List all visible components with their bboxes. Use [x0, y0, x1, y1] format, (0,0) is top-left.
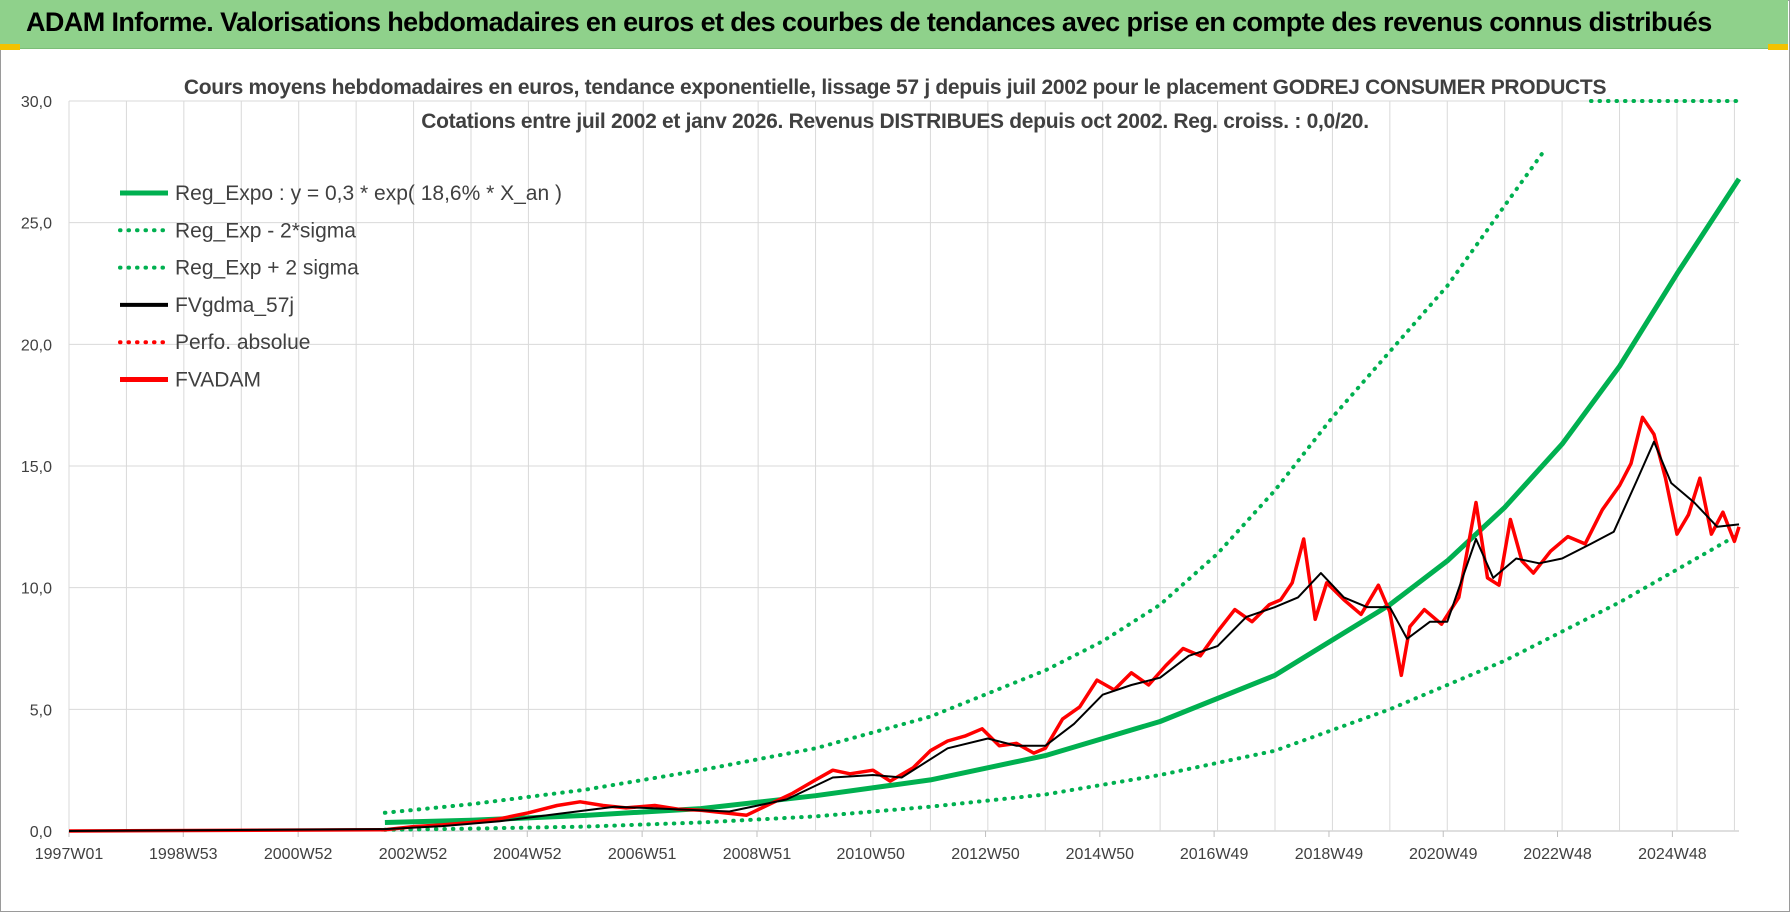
x-tick-label: 2022W48	[1523, 846, 1592, 863]
chart-title: Cours moyens hebdomadaires en euros, ten…	[183, 76, 1607, 99]
series-line-3	[68, 440, 1740, 832]
legend-label: FVADAM	[175, 369, 261, 392]
legend-label: Reg_Exp - 2*sigma	[175, 219, 356, 242]
legend-label: Reg_Expo : y = 0,3 * exp( 18,6% * X_an )	[175, 182, 562, 205]
y-tick-label: 10,0	[21, 581, 52, 598]
x-tick-label: 2004W52	[493, 846, 562, 863]
x-tick-label: 2006W51	[608, 846, 677, 863]
series-line-1	[382, 532, 1741, 832]
axes: 0,0 5,0 10,0 15,0 20,0 25,0 30,0 1997W01 1998W53…	[21, 94, 1707, 863]
series-line-0	[384, 177, 1742, 825]
y-tick-label: 15,0	[21, 459, 52, 476]
x-tick-label: 2016W49	[1180, 846, 1249, 863]
x-tick-label: 2008W51	[723, 846, 792, 863]
legend-label: Perfo. absolue	[175, 331, 310, 354]
y-tick-label: 5,0	[30, 702, 52, 719]
x-tick-label: 2000W52	[264, 846, 333, 863]
legend: Reg_Expo : y = 0,3 * exp( 18,6% * X_an )…	[118, 182, 562, 392]
x-tick-label: 2014W50	[1066, 846, 1135, 863]
x-tick-label: 2018W49	[1295, 846, 1364, 863]
x-tick-label: 1998W53	[149, 846, 218, 863]
legend-label: FVgdma_57j	[175, 294, 294, 317]
x-tick-label: 2010W50	[836, 846, 905, 863]
y-tick-label: 30,0	[21, 94, 52, 111]
y-tick-label: 25,0	[21, 216, 52, 233]
series-line-2	[382, 147, 1547, 815]
corner-marker	[0, 44, 20, 50]
legend-label: Reg_Exp + 2 sigma	[175, 257, 359, 280]
y-tick-label: 20,0	[21, 337, 52, 354]
corner-marker	[1768, 44, 1788, 50]
y-tick-label: 0,0	[30, 824, 52, 841]
x-tick-label: 2002W52	[379, 846, 448, 863]
x-tick-label: 2012W50	[951, 846, 1020, 863]
x-tick-label: 1997W01	[35, 846, 104, 863]
series-line-5	[68, 415, 1741, 833]
chart-subtitle: Cotations entre juil 2002 et janv 2026. …	[421, 110, 1369, 133]
banner-title: ADAM Informe. Valorisations hebdomadaire…	[26, 7, 1712, 37]
x-tick-label: 2024W48	[1638, 846, 1707, 863]
title-banner: ADAM Informe. Valorisations hebdomadaire…	[0, 0, 1788, 49]
series-lines	[68, 99, 1742, 833]
x-tick-label: 2020W49	[1409, 846, 1478, 863]
grid-lines	[68, 100, 1739, 832]
